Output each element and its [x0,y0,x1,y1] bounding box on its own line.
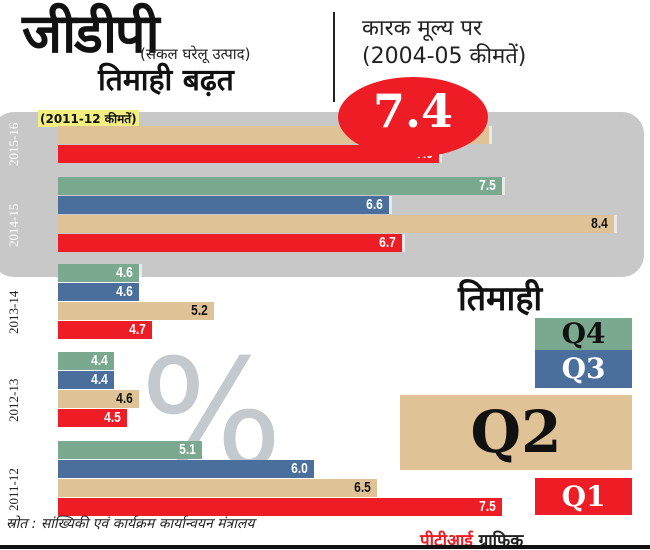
bar-value-label: 6.7 [379,234,396,251]
legend-q2: Q2 [400,395,632,470]
bar-value-label: 5.2 [191,302,209,319]
source-note: स्रोत : सांख्यिकी एवं कार्यक्रम कार्यान्… [6,516,255,532]
bar-value-label: 4.6 [116,283,134,300]
bar-2011-12-q3: 6.0 [58,460,315,478]
note-line-1: कारक मूल्य पर [362,16,482,41]
legend-q1: Q1 [535,478,632,515]
bar-2013-14-q3: 4.6 [58,283,140,301]
legend-q3: Q3 [535,350,632,388]
bar-value-label: 4.5 [104,409,121,426]
highlight-bubble: 7.4 [338,77,488,157]
bar-2013-14-q1: 4.7 [58,321,152,339]
bar-value-label: 4.7 [129,321,146,338]
bar-value-label: 7.5 [479,498,496,515]
year-label: 2012-13 [6,378,21,422]
bar-2012-13-q1: 4.5 [58,409,127,427]
bar-2011-12-q4: 5.1 [58,441,202,459]
bar-value-label: 6.5 [354,479,371,496]
chart-title-2: तिमाही बढ़त [98,63,234,98]
bar-value-label: 6.0 [291,460,309,477]
year-label: 2014-15 [6,203,21,247]
year-label: 2013-14 [6,290,21,334]
year-label: 2015-16 [6,122,21,166]
legend-title: तिमाही [458,279,543,319]
bar-2012-13-q2: 4.6 [58,390,140,408]
bar-2012-13-q4: 4.4 [58,352,115,370]
bar-value-label: 5.1 [179,441,196,458]
legend-q4: Q4 [535,318,632,350]
bar-2014-15-q2: 8.4 [58,215,615,233]
bar-value-label: 4.6 [116,390,134,407]
bar-value-label: 8.4 [591,215,609,232]
divider [333,12,335,102]
year-label: 2011-12 [6,468,21,511]
chart-title: जीडीपी [22,2,160,65]
chart-subtitle: (सकल घरेलू उत्पाद) [140,45,251,63]
bar-2011-12-q2: 6.5 [58,479,377,497]
bar-value-label: 4.4 [91,352,109,369]
bar-value-label: 7.5 [479,177,496,194]
bar-2014-15-q3: 6.6 [58,196,390,214]
bar-value-label: 4.6 [116,264,134,281]
bar-2014-15-q1: 6.7 [58,234,402,252]
note-line-2: (2004-05 कीमतें) [362,44,527,69]
bar-2013-14-q2: 5.2 [58,302,215,320]
bottom-rule [0,545,650,549]
bar-2012-13-q3: 4.4 [58,371,115,389]
bar-value-label: 4.4 [91,371,109,388]
bar-2014-15-q4: 7.5 [58,177,502,195]
bar-2013-14-q4: 4.6 [58,264,140,282]
price-note: (2011-12 कीमतें) [38,110,139,127]
bar-2011-12-q1: 7.5 [58,498,502,516]
bar-value-label: 6.6 [366,196,384,213]
